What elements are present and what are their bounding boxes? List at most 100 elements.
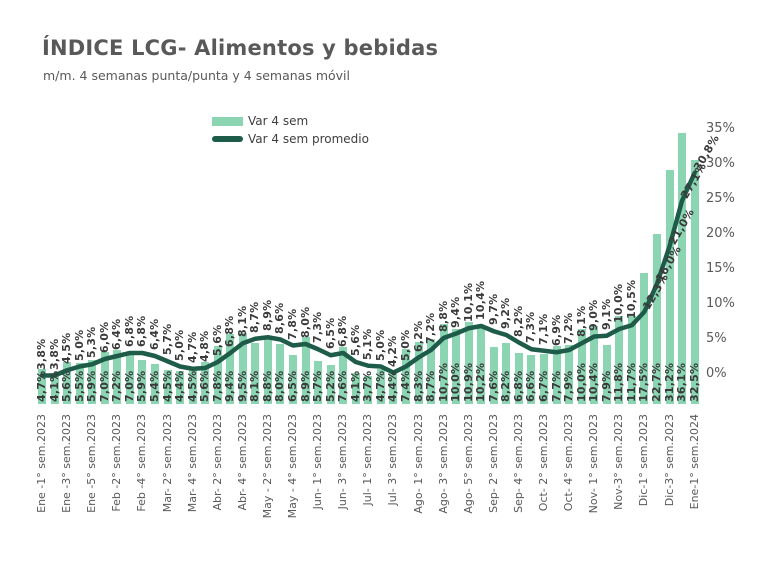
bar (50, 373, 59, 404)
bar-value-label: 32,5% (687, 362, 701, 402)
bar-value-label: 8,3% (411, 370, 425, 402)
x-axis-label: Ago- 5° sem.2023 (461, 414, 475, 514)
line-value-label: 10,0% (612, 283, 626, 323)
bar (414, 341, 423, 404)
line-value-label: 6,0% (97, 321, 111, 353)
bar (289, 355, 297, 404)
y-axis-label: 0% (706, 366, 727, 381)
bar (477, 327, 486, 404)
bar-value-label: 10,7% (436, 362, 450, 402)
bar-value-label: 7,6% (336, 370, 350, 402)
y-axis-label: 10% (706, 296, 735, 311)
line-value-label: 8,6% (273, 302, 287, 334)
bar (138, 359, 147, 404)
bar (376, 368, 385, 404)
bar (263, 338, 272, 404)
line-value-label: 8,1% (235, 305, 249, 338)
bar-value-label: 3,7% (361, 370, 375, 402)
line-value-label: 4,8% (198, 330, 212, 362)
x-axis-label: Nov-3° sem.2023 (612, 414, 626, 510)
bar-value-label: 6,6% (524, 370, 538, 402)
bar (389, 371, 398, 404)
line-value-label: 5,7% (160, 323, 174, 356)
line-series-swatch (212, 136, 243, 142)
bar (627, 316, 636, 404)
x-axis-label: Ene -1° sem.2023 (35, 414, 48, 513)
line-value-label: 9,7% (486, 293, 500, 326)
x-axis-label: Oct- 2° sem.2023 (537, 414, 550, 512)
line-value-label: 4,7% (185, 331, 199, 363)
bar-value-label: 4,7% (35, 370, 48, 402)
bar (238, 332, 247, 404)
y-axis-label: 15% (706, 261, 735, 276)
x-axis-label: Oct- 4° sem.2023 (562, 414, 576, 512)
bar (301, 337, 310, 404)
bar (464, 322, 473, 404)
line-value-label: 3,8% (47, 338, 61, 370)
bar-value-label: 7,0% (97, 370, 111, 402)
bar-value-label: 4,4% (386, 370, 400, 402)
line-value-label: 10,5% (624, 280, 638, 320)
bar-value-label: 6,7% (537, 370, 550, 402)
x-axis-label: Sep- 4° sem.2023 (511, 414, 525, 513)
bar (678, 133, 687, 404)
x-axis-label: Mar- 2° sem.2023 (160, 414, 174, 513)
x-axis-label: Ago- 3° sem.2023 (436, 414, 450, 514)
bar-value-label: 4,5% (185, 370, 199, 402)
bar-value-label: 4,1% (348, 370, 362, 402)
bar-value-label: 8,7% (424, 370, 438, 402)
bar (276, 344, 285, 404)
bar (527, 354, 536, 404)
x-axis-label: May - 4° sem.2023 (286, 414, 299, 519)
line-value-label: 8,0% (298, 306, 312, 338)
line-value-label: 5,0% (72, 329, 86, 361)
x-axis-label: Ene -5° sem.2023 (85, 414, 99, 513)
x-axis-label: Jul- 3° sem.2023 (386, 414, 400, 506)
bar (113, 350, 122, 404)
line-value-label: 6,2% (411, 320, 425, 352)
line-value-label: 6,4% (110, 318, 124, 350)
bar (427, 338, 436, 404)
line-value-label: 10,1% (461, 283, 475, 323)
x-axis-label: Jun- 1° sem.2023 (311, 414, 325, 510)
bar (63, 362, 72, 404)
bar-value-label: 5,6% (198, 370, 212, 402)
legend: Var 4 sem Var 4 sem promedio (212, 112, 369, 148)
bar-value-label: 4,5% (160, 370, 174, 402)
bar (314, 361, 323, 404)
x-axis-label: Feb -2° sem.2023 (110, 414, 124, 512)
x-axis-label: Nov- 1° sem.2023 (587, 414, 601, 514)
bar-value-label: 7,7% (549, 370, 563, 402)
bar-value-label: 8,1% (248, 370, 262, 402)
bar-value-label: 11,8% (612, 362, 626, 402)
bar-value-label: 4,1% (47, 370, 61, 402)
line-value-label: 5,6% (348, 324, 362, 356)
bar-value-label: 7,4% (398, 370, 412, 402)
bar (652, 233, 661, 404)
x-axis-label: Mar- 4° sem.2023 (185, 414, 199, 513)
y-axis-label: 5% (706, 331, 727, 346)
bar (665, 170, 674, 404)
line-value-label: 5,0% (173, 329, 187, 361)
bar (690, 160, 699, 404)
x-axis-label: May - 2° sem.2023 (260, 414, 274, 519)
line-value-label: 9,2% (499, 297, 513, 329)
line-value-label: 4,5% (60, 332, 74, 365)
bar-value-label: 10,0% (449, 362, 463, 402)
line-value-label: 6,8% (223, 315, 237, 347)
bar (100, 351, 109, 404)
line-value-label: 7,3% (311, 311, 325, 344)
line-value-label: 6,8% (135, 315, 149, 347)
bar-value-label: 9,5% (235, 370, 249, 402)
line-value-label: 7,3% (524, 311, 538, 344)
bar-series-swatch (212, 116, 243, 126)
bar (339, 347, 348, 404)
bar (201, 362, 210, 404)
bar-value-label: 5,6% (60, 370, 74, 402)
bar-value-label: 10,0% (574, 362, 588, 402)
bar-value-label: 10,2% (474, 362, 488, 402)
bar (615, 315, 624, 404)
line-value-label: 9,1% (599, 298, 613, 330)
bar (163, 370, 172, 404)
